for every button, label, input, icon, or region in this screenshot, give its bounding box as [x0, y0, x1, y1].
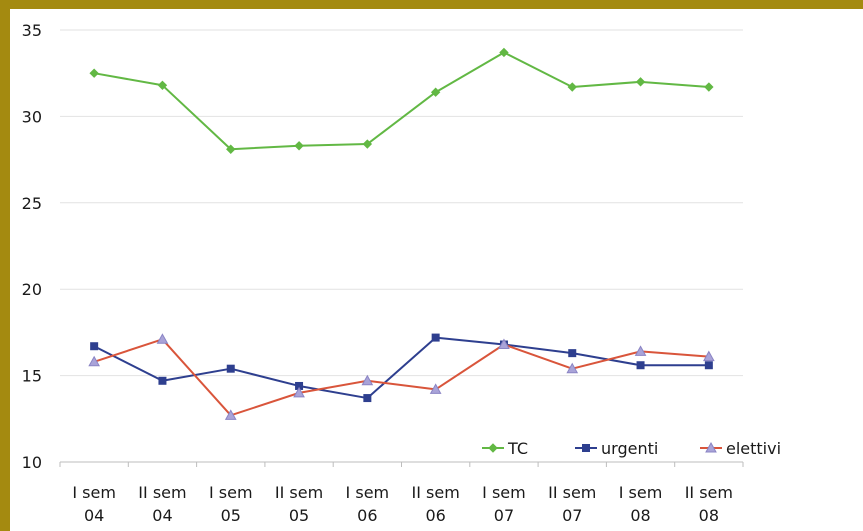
x-tick-label: 08 — [699, 506, 719, 525]
data-point-elettivi — [498, 338, 510, 349]
data-point-TC — [635, 77, 646, 87]
x-tick-label: II sem — [548, 483, 596, 502]
data-point-TC — [704, 82, 714, 92]
y-tick-label: 25 — [22, 194, 42, 213]
data-point-TC — [89, 68, 99, 78]
data-point-urgenti — [295, 381, 304, 390]
data-point-urgenti — [363, 394, 372, 403]
data-point-elettivi — [634, 345, 647, 356]
x-tick-label: 04 — [84, 506, 104, 525]
data-point-urgenti — [431, 333, 440, 342]
data-point-TC — [157, 80, 168, 91]
data-point-TC — [499, 47, 509, 58]
data-point-urgenti — [90, 342, 99, 351]
legend-marker-elettivi — [705, 441, 717, 453]
x-tick-label: 07 — [494, 506, 514, 525]
x-tick-label: 06 — [425, 506, 445, 525]
series-line-urgenti — [93, 336, 709, 400]
x-tick-label: I sem — [619, 483, 663, 502]
data-point-elettivi — [156, 333, 169, 344]
data-point-urgenti — [226, 364, 235, 373]
y-tick-label: 15 — [22, 367, 42, 386]
data-point-TC — [226, 144, 236, 154]
data-point-urgenti — [568, 349, 577, 358]
data-point-elettivi — [429, 383, 442, 394]
x-tick-label: 05 — [221, 506, 241, 525]
x-tick-label: I sem — [72, 483, 116, 502]
series-line-TC — [93, 51, 709, 151]
legend-label-urgenti: urgenti — [601, 439, 658, 458]
data-point-TC — [294, 141, 304, 151]
y-tick-label: 30 — [22, 107, 42, 126]
data-point-elettivi — [224, 409, 237, 420]
y-tick-label: 35 — [22, 21, 42, 40]
x-tick-label: I sem — [346, 483, 390, 502]
x-tick-label: 07 — [562, 506, 582, 525]
data-point-TC — [362, 139, 373, 149]
data-point-elettivi — [361, 374, 374, 386]
legend-marker-TC — [488, 443, 498, 453]
data-point-TC — [430, 87, 441, 97]
x-tick-label: I sem — [209, 483, 253, 502]
legend-marker-urgenti — [582, 444, 590, 452]
data-point-urgenti — [636, 361, 645, 370]
x-tick-label: II sem — [138, 483, 186, 502]
data-point-TC — [567, 82, 577, 92]
data-point-elettivi — [703, 350, 715, 362]
x-tick-label: 05 — [289, 506, 309, 525]
data-point-urgenti — [704, 361, 713, 370]
data-point-elettivi — [566, 362, 579, 374]
x-tick-label: 08 — [630, 506, 650, 525]
x-tick-label: II sem — [275, 483, 323, 502]
data-point-urgenti — [158, 376, 167, 385]
x-tick-label: 04 — [152, 506, 172, 525]
legend-label-TC: TC — [507, 439, 528, 458]
y-tick-label: 10 — [22, 453, 42, 472]
x-tick-label: II sem — [685, 483, 733, 502]
x-tick-label: II sem — [412, 483, 460, 502]
x-tick-label: 06 — [357, 506, 377, 525]
series-line-elettivi — [93, 338, 709, 417]
legend-label-elettivi: elettivi — [726, 439, 781, 458]
x-tick-label: I sem — [482, 483, 526, 502]
y-tick-label: 20 — [22, 280, 42, 299]
data-point-elettivi — [293, 386, 305, 398]
data-point-elettivi — [88, 355, 100, 367]
